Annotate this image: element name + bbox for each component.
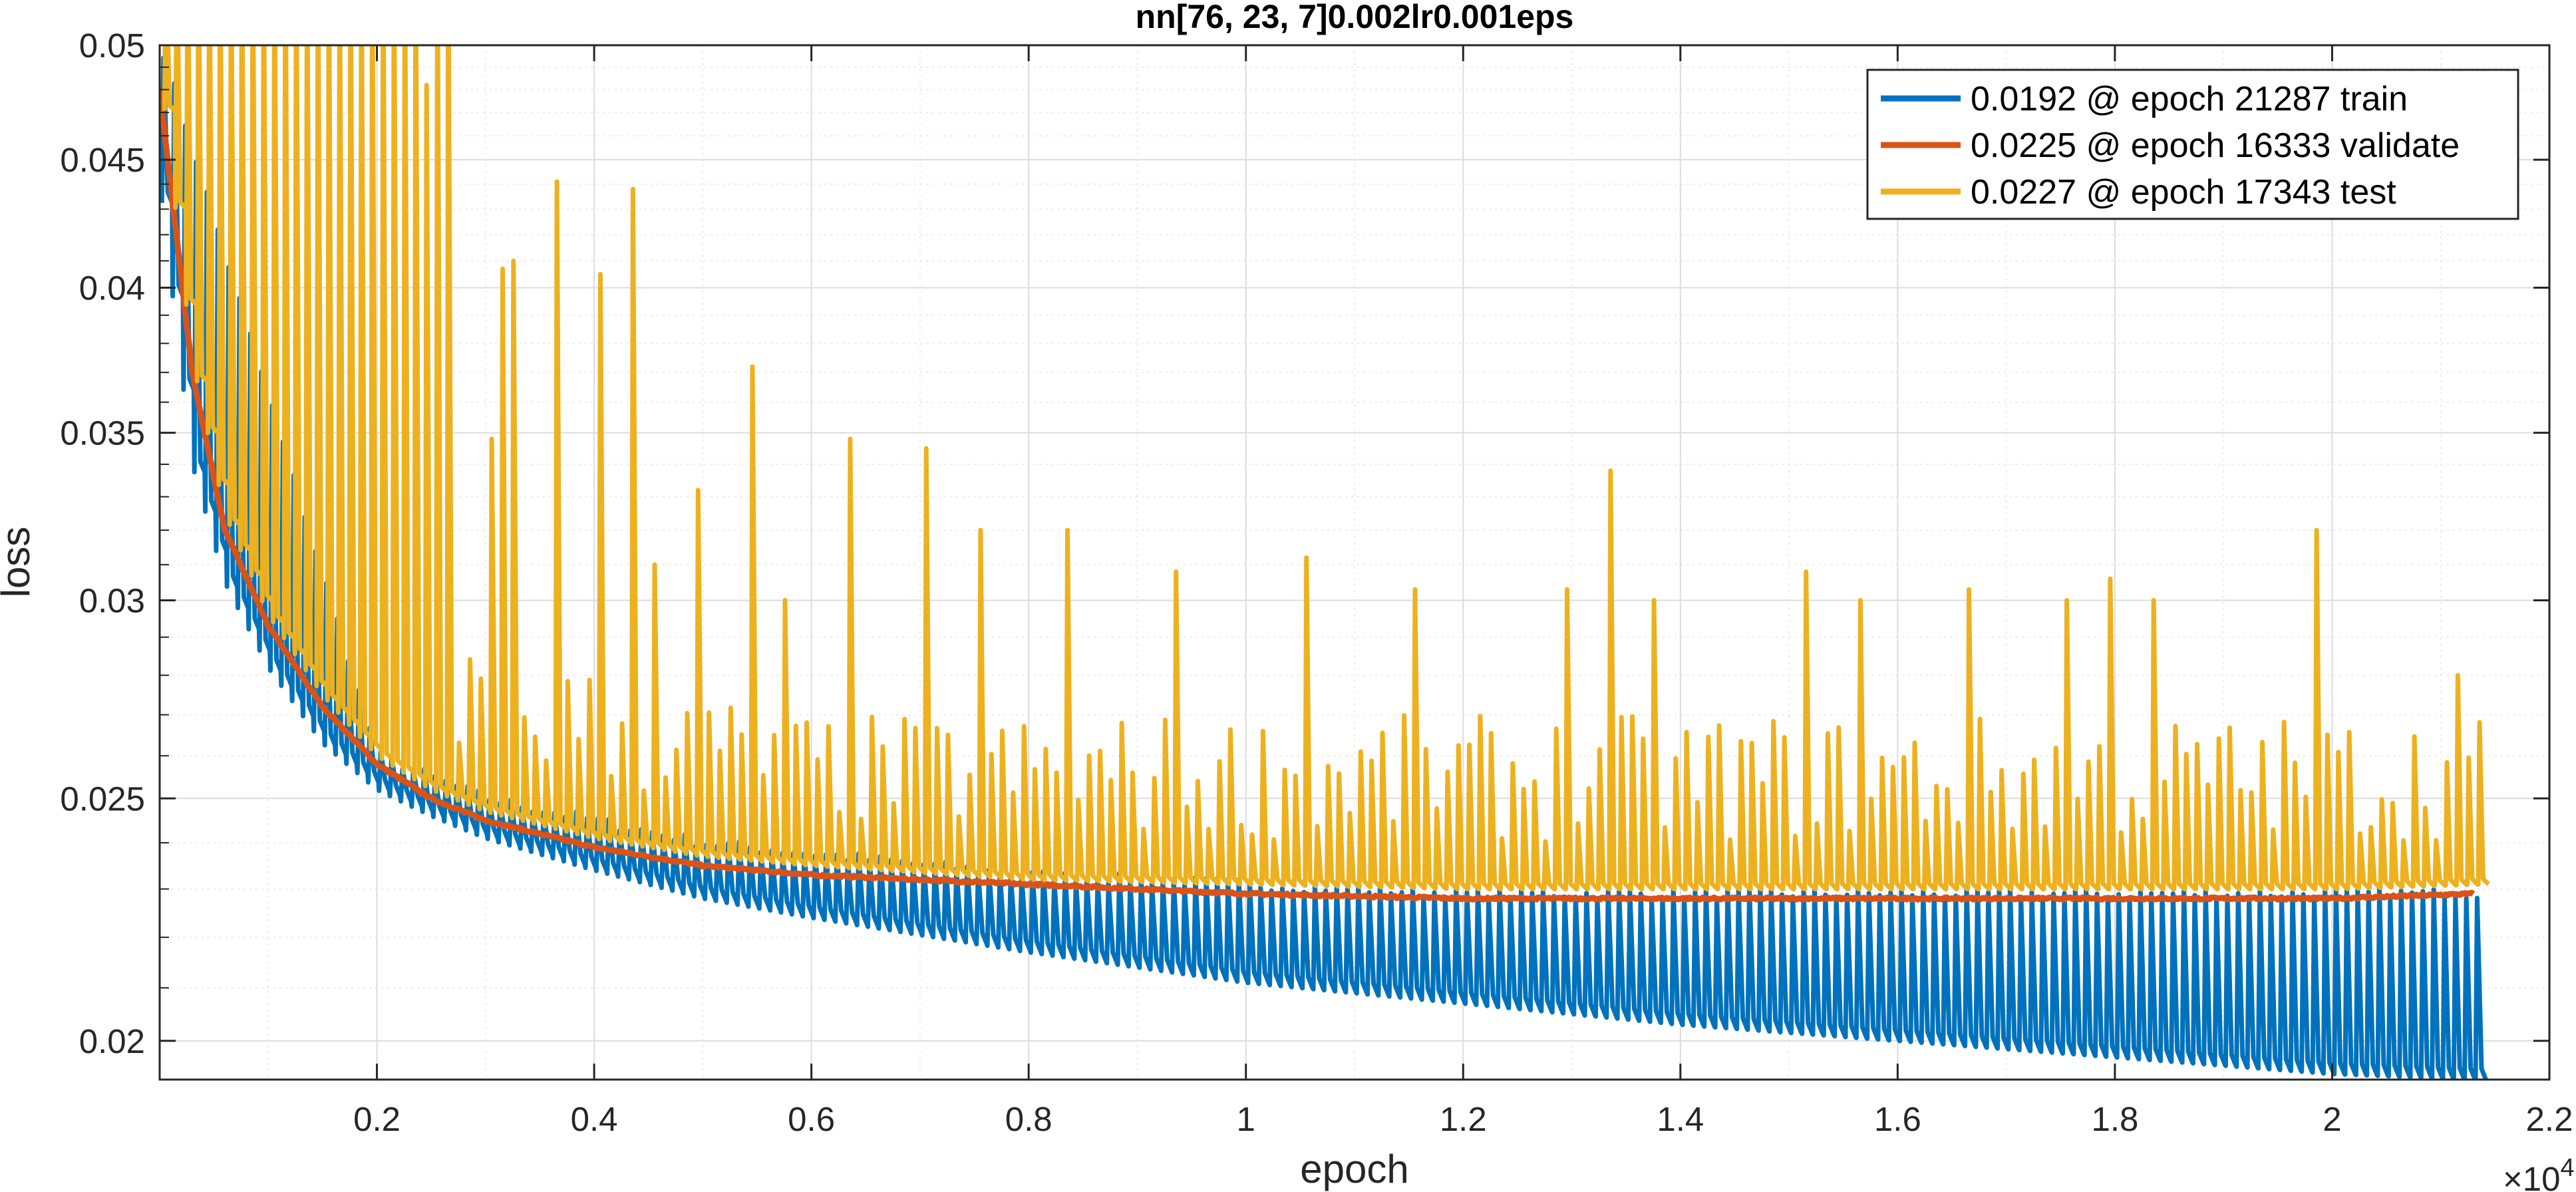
x-tick-label: 0.2 <box>353 1100 401 1138</box>
x-tick-label: 1.6 <box>1874 1100 1921 1138</box>
train-line <box>160 55 2488 1080</box>
y-tick-label: 0.02 <box>79 1022 145 1060</box>
chart-title: nn[76, 23, 7]0.002lr0.001eps <box>1136 0 1574 35</box>
legend-box <box>1866 69 2519 220</box>
x-tick-label: 1.8 <box>2091 1100 2138 1138</box>
y-tick-label: 0.035 <box>60 414 145 452</box>
x-exponent-label: ×104 <box>2503 1154 2575 1192</box>
legend-label-train: 0.0192 @ epoch 21287 train <box>1971 80 2408 118</box>
legend: 0.0192 @ epoch 21287 train 0.0225 @ epoc… <box>1866 69 2519 220</box>
legend-label-validate: 0.0225 @ epoch 16333 validate <box>1971 126 2460 165</box>
x-tick-label: 1 <box>1237 1100 1255 1138</box>
y-tick-label: 0.04 <box>79 269 145 307</box>
y-tick-label: 0.025 <box>60 780 145 818</box>
legend-label-test: 0.0227 @ epoch 17343 test <box>1971 173 2396 212</box>
y-tick-label: 0.045 <box>60 141 145 179</box>
axes-box <box>158 44 2551 1081</box>
test-line <box>162 45 2491 891</box>
x-tick-label: 2 <box>2323 1100 2341 1138</box>
y-tick-label: 0.03 <box>79 581 145 619</box>
x-tick-label: 0.4 <box>571 1100 618 1138</box>
tick-labels: 0.2 0.4 0.6 0.8 1 1.2 1.4 1.6 1.8 2 2.2 0.02 0.025 0.… <box>60 27 2573 1138</box>
y-axis-label: loss <box>0 527 38 598</box>
x-tick-label: 1.2 <box>1440 1100 1487 1138</box>
x-tick-label: 0.6 <box>788 1100 835 1138</box>
series-layer <box>160 45 2491 1080</box>
validate-line <box>160 90 2476 903</box>
y-tick-label: 0.05 <box>79 27 145 65</box>
x-tick-label: 1.4 <box>1657 1100 1704 1138</box>
x-tick-label: 0.8 <box>1005 1100 1052 1138</box>
ticks <box>160 44 2551 1080</box>
x-axis-label: epoch <box>1300 1147 1408 1191</box>
x-tick-label: 2.2 <box>2526 1100 2573 1138</box>
